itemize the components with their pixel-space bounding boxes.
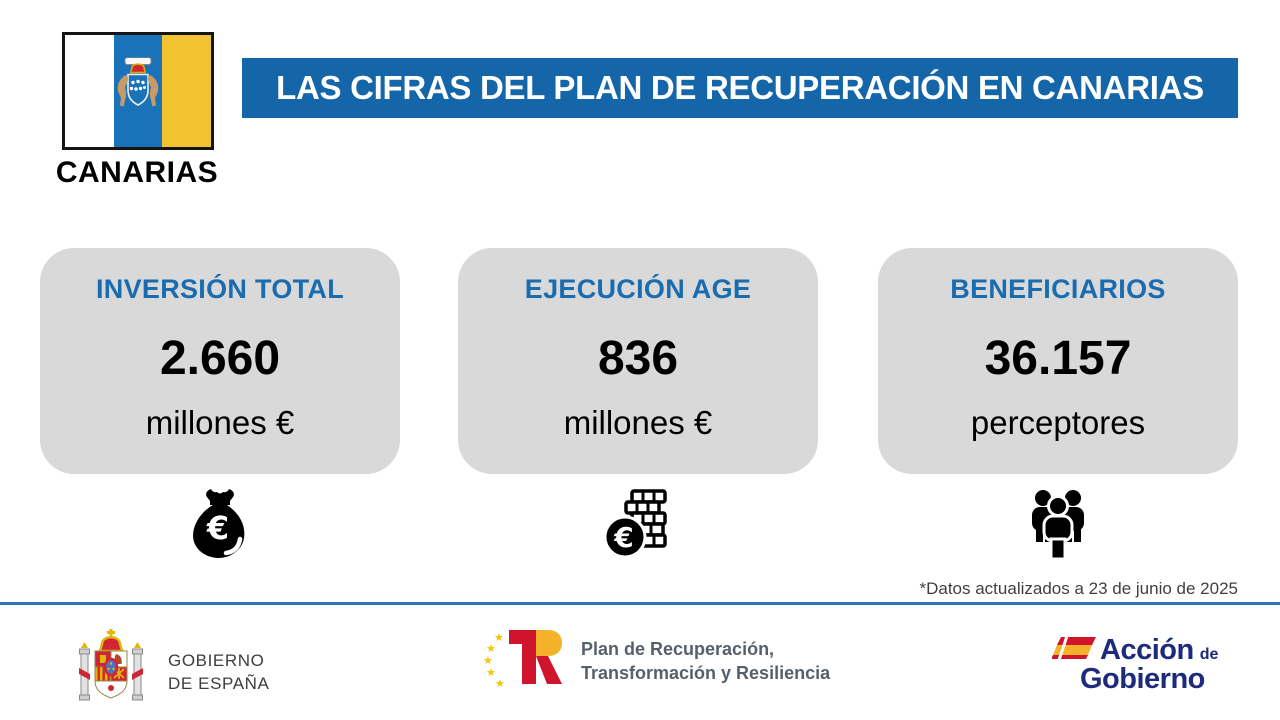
plan-line-1: Plan de Recuperación, <box>581 639 775 660</box>
plan-line-2: Transformación y Resiliencia <box>581 662 831 683</box>
accion-gobierno-word: Gobierno <box>1080 663 1205 695</box>
spain-coat-of-arms-icon <box>78 626 144 719</box>
tr-logo-icon <box>509 630 569 693</box>
card-ejecucion-age: EJECUCIÓN AGE 836 millones € <box>458 248 818 474</box>
card-unit: millones € <box>563 404 713 441</box>
euro-coins-stack-icon: € <box>603 488 673 567</box>
accion-de-word: de <box>1199 645 1219 663</box>
card-unit: perceptores <box>970 404 1146 441</box>
accion-gobierno-logo: Acción de Gobierno <box>1051 634 1242 696</box>
spain-flag-slash-icon <box>1051 635 1096 665</box>
card-title: BENEFICIARIOS <box>950 274 1166 304</box>
title-banner: LAS CIFRAS DEL PLAN DE RECUPERACIÓN EN C… <box>242 58 1238 118</box>
espana-line: DE ESPAÑA <box>168 673 270 693</box>
accion-line-1: Acción de <box>1051 634 1242 667</box>
gobierno-espana-label: GOBIERNO DE ESPAÑA <box>168 650 269 694</box>
gobierno-espana-logo: GOBIERNO DE ESPAÑA <box>78 626 269 719</box>
card-title: EJECUCIÓN AGE <box>524 274 752 304</box>
money-bag-euro-icon: € <box>190 488 250 567</box>
flag-stripe-white <box>65 35 114 147</box>
card-value: 836 <box>597 332 679 385</box>
banner-title-text: LAS CIFRAS DEL PLAN DE RECUPERACIÓN EN C… <box>276 69 1204 106</box>
people-group-icon <box>1025 488 1091 567</box>
canary-coat-of-arms-icon <box>115 57 161 129</box>
card-beneficiarios: BENEFICIARIOS 36.157 perceptores <box>878 248 1238 474</box>
card-value: 36.157 <box>984 332 1132 385</box>
eu-stars-icon: ★ ★ ★ ★ ★ <box>483 631 505 690</box>
svg-text:€: € <box>206 509 229 547</box>
card-unit: millones € <box>145 404 295 441</box>
svg-text:€: € <box>613 521 633 554</box>
flag-stripe-yellow <box>162 35 212 147</box>
accion-word: Acción <box>1100 634 1194 666</box>
card-inversion-total: INVERSIÓN TOTAL 2.660 millones € <box>40 248 400 474</box>
plan-recuperacion-logo: ★ ★ ★ ★ ★ Plan de Recuperación, Transfor… <box>483 630 830 693</box>
gobierno-line: GOBIERNO <box>168 651 265 671</box>
plan-recuperacion-label: Plan de Recuperación, Transformación y R… <box>581 638 830 685</box>
data-updated-footnote: *Datos actualizados a 23 de junio de 202… <box>919 579 1238 598</box>
card-title: INVERSIÓN TOTAL <box>95 274 344 304</box>
card-value: 2.660 <box>159 332 281 385</box>
canary-islands-flag <box>62 32 214 150</box>
region-label: CANARIAS <box>55 156 219 189</box>
footer-divider <box>0 602 1280 605</box>
